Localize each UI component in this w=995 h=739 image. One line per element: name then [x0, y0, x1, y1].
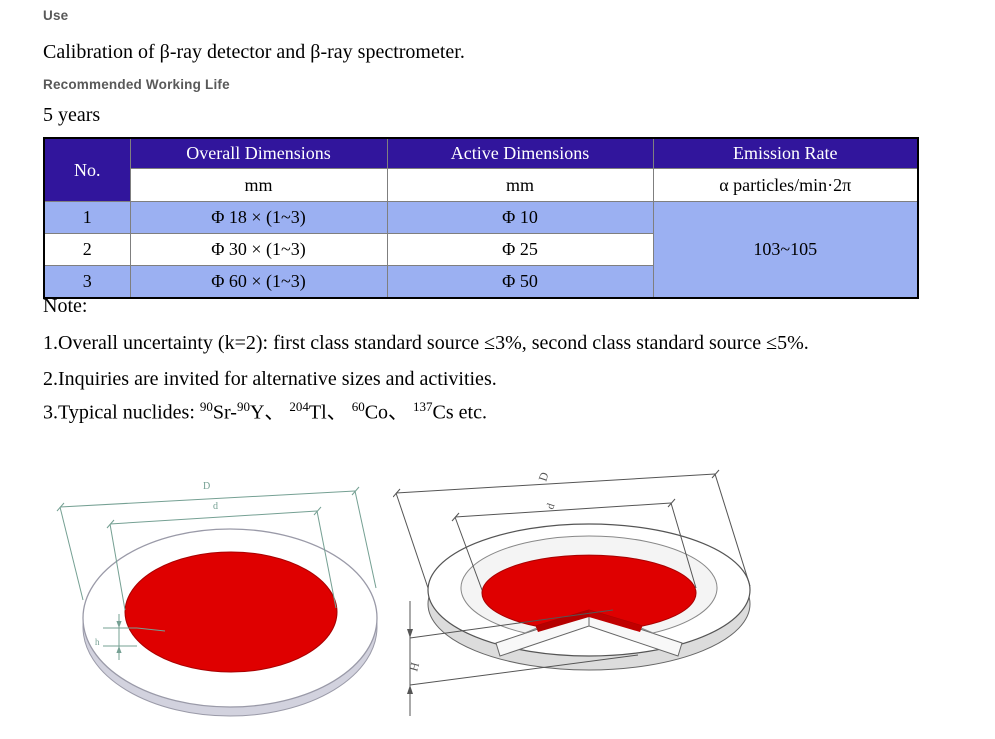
figure-disc-source-view: D d h [56, 481, 378, 717]
dimension-h-label: h [95, 637, 100, 647]
dimension-d-label: d [213, 501, 218, 512]
dimension-d: d [106, 501, 337, 611]
use-description: Calibration of β-ray detector and β-ray … [43, 41, 465, 63]
note-label: Note: [43, 295, 88, 317]
working-life-value: 5 years [43, 104, 101, 126]
working-life-heading: Recommended Working Life [43, 77, 230, 92]
use-heading: Use [43, 8, 69, 23]
cell-overall-2: Φ 30 × (1~3) [129, 233, 388, 266]
active-area-cross-section-right [589, 610, 643, 632]
cell-active-1: Φ 10 [386, 201, 654, 234]
nuclide-symbol-co: Co、 [364, 401, 414, 424]
specifications-table: No. Overall Dimensions Active Dimensions… [43, 137, 919, 299]
dimension-D-label: D [536, 470, 552, 483]
unit-active: mm [386, 168, 654, 202]
unit-emission: α particles/min·2π [652, 168, 919, 202]
nuclide-symbol-tl: Tl、 [308, 401, 352, 424]
unit-overall: mm [129, 168, 388, 202]
dimension-H: H [406, 601, 639, 716]
dimension-h: h [95, 614, 166, 660]
cell-no-2: 2 [43, 233, 131, 266]
column-header-no: No. [43, 137, 131, 202]
cell-active-3: Φ 50 [386, 265, 654, 299]
nuclide-mass-co: 60 [351, 399, 365, 414]
nuclide-symbol-y: Y、 [249, 401, 290, 424]
dimension-d: d [451, 498, 697, 591]
nuclide-mass-tl: 204 [289, 399, 309, 414]
cell-no-3: 3 [43, 265, 131, 299]
note-item-2: 2.Inquiries are invited for alternative … [43, 368, 497, 390]
dimension-D-label: D [203, 481, 210, 492]
note-item-1: 1.Overall uncertainty (k=2): first class… [43, 332, 809, 354]
dimension-D: D [56, 481, 377, 601]
dimension-d-label: d [544, 502, 557, 511]
figure-disc-source-cutaway: D d H [393, 469, 751, 716]
active-area [124, 551, 338, 673]
cutaway-active-area [481, 554, 697, 627]
dimension-H-label: H [406, 660, 422, 672]
cell-overall-3: Φ 60 × (1~3) [129, 265, 388, 299]
nuclide-symbol-sr: Sr- [212, 401, 237, 424]
cell-no-1: 1 [43, 201, 131, 234]
dimension-D: D [393, 469, 751, 589]
column-header-active-dimensions: Active Dimensions [386, 137, 654, 169]
cell-emission-rate: 103~105 [652, 201, 919, 299]
cell-overall-1: Φ 18 × (1~3) [129, 201, 388, 234]
column-header-overall-dimensions: Overall Dimensions [129, 137, 388, 169]
nuclide-mass-sr: 90 [199, 399, 213, 414]
note-item-3-nuclides: 3.Typical nuclides: 90Sr-90Y、 204Tl、 60C… [43, 399, 487, 425]
nuclide-symbol-cs: Cs etc. [432, 401, 487, 424]
nuclide-mass-y: 90 [236, 399, 250, 414]
nuclide-prefix: 3.Typical nuclides: [43, 401, 200, 424]
cell-active-2: Φ 25 [386, 233, 654, 266]
column-header-emission-rate: Emission Rate [652, 137, 919, 169]
nuclide-mass-cs: 137 [413, 399, 433, 414]
